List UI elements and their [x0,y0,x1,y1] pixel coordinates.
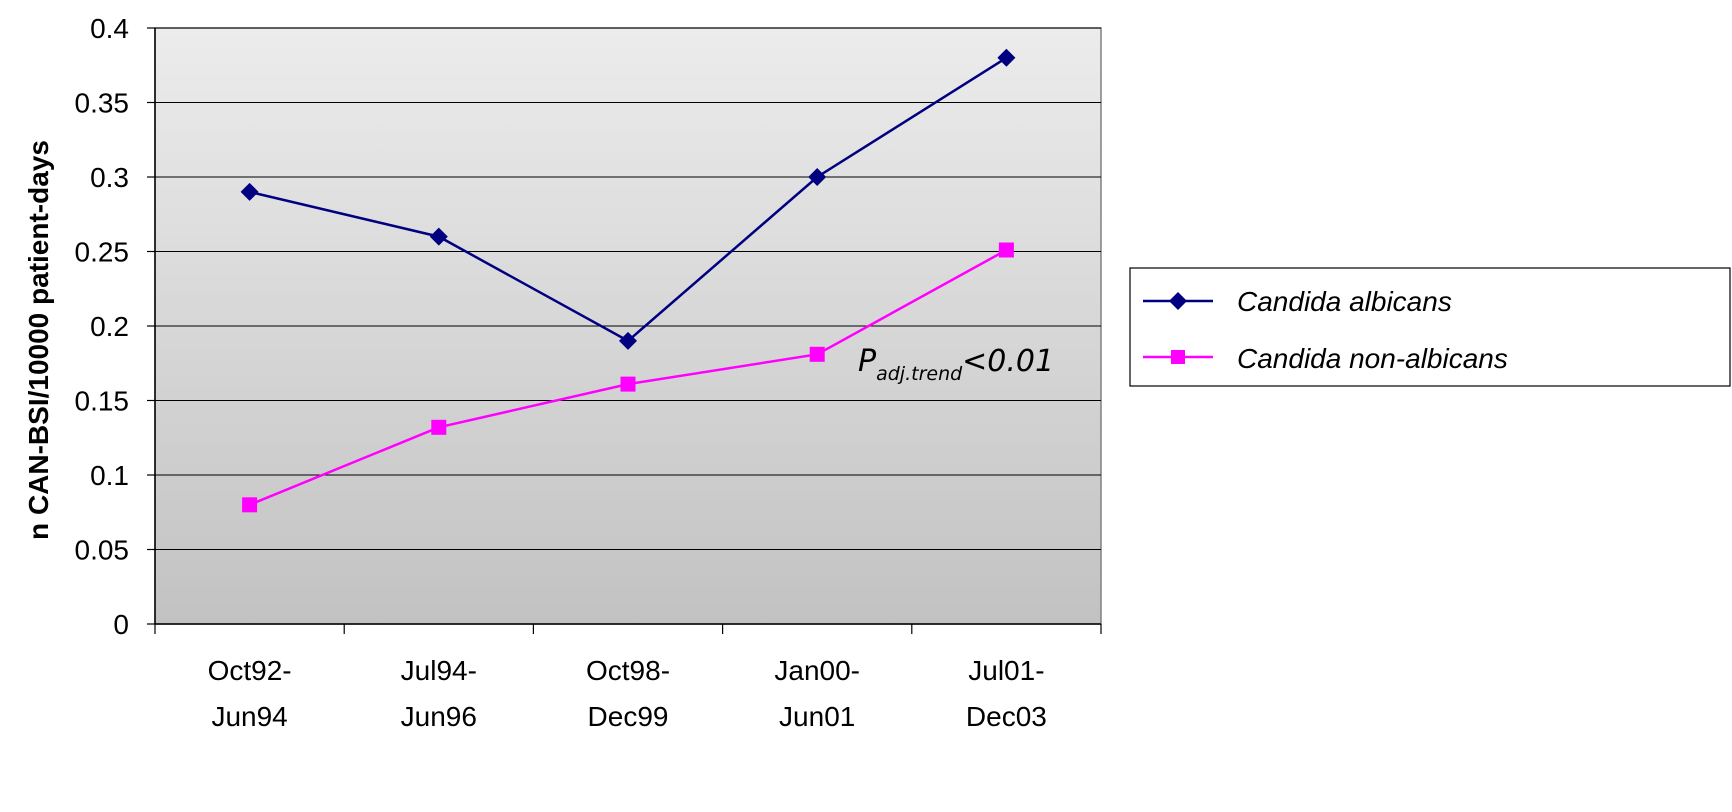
y-tick-label-0: 0 [113,609,129,640]
point-1-0 [242,497,258,513]
point-1-3 [809,346,825,362]
x-tick-label-4-line-1: Dec03 [966,701,1047,732]
trend-annotation: Padj.trend<0.01 [858,344,1054,385]
x-tick-label-4-line-0: Jul01- [968,655,1044,686]
legend-label-albicans: Candida albicans [1237,286,1452,317]
y-tick-label-2: 0.1 [90,460,129,491]
x-tick-labels: Oct92-Jun94Jul94-Jun96Oct98-Dec99Jan00-J… [208,655,1047,732]
x-tick-label-4: Jul01- Dec03 [966,655,1047,732]
annotation-main: P [858,344,877,379]
point-0-1 [429,227,448,246]
y-tick-label-7: 0.35 [75,88,130,119]
x-tick-label-3-line-1: Jun01 [779,701,855,732]
x-tick-label-3-line-0: Jan00- [774,655,860,686]
axes [147,27,1102,634]
legend-box [1129,267,1731,387]
x-tick-label-2-line-1: Dec99 [588,701,669,732]
legend-marker-albicans [1169,292,1187,310]
legend-label-non-albicans: Candida non-albicans [1237,343,1508,374]
x-tick-label-0-line-1: Jun94 [211,701,287,732]
point-1-1 [431,419,447,435]
x-tick-label-0-line-0: Oct92- [208,655,292,686]
y-tick-labels: 0 0.05 0.1 0.15 0.2 0.25 0.3 0.35 0.4 [75,13,130,640]
y-tick-label-5: 0.25 [75,237,130,268]
annotation-subscript: adj.trend [876,363,963,385]
series-group [240,48,1016,513]
x-tick-label-1-line-1: Jun96 [401,701,477,732]
point-1-4 [998,242,1014,258]
gridlines [155,27,1101,550]
point-1-2 [620,376,636,392]
x-tick-label-3: Jan00- Jun01 [774,655,860,732]
y-tick-label-1: 0.05 [75,535,130,566]
y-tick-label-3: 0.15 [75,386,130,417]
x-tick-label-0: Oct92- Jun94 [208,655,292,732]
y-tick-label-4: 0.2 [90,311,129,342]
point-0-0 [240,182,259,201]
annotation-rest: <0.01 [962,344,1054,379]
x-tick-label-2: Oct98- Dec99 [586,655,670,732]
point-0-4 [997,48,1016,67]
legend-marker-non-albicans [1171,350,1185,364]
legend: Candida albicans Candida non-albicans [1129,267,1731,387]
x-tick-label-1-line-0: Jul94- [401,655,477,686]
x-tick-label-1: Jul94- Jun96 [401,655,477,732]
x-tick-label-2-line-0: Oct98- [586,655,670,686]
point-0-3 [808,168,827,186]
point-0-2 [619,331,637,350]
y-tick-label-8: 0.4 [90,13,129,44]
y-axis-label: n CAN-BSI/10000 patient-days [23,140,54,540]
y-tick-label-6: 0.3 [90,162,129,193]
